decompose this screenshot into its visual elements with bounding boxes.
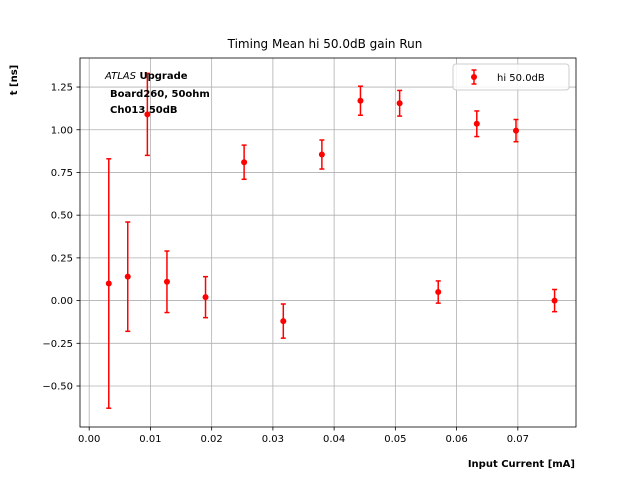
chart-title: Timing Mean hi 50.0dB gain Run [227, 37, 423, 51]
data-point [241, 144, 248, 181]
x-tick-label: 0.05 [384, 434, 406, 445]
annotation: ATLAS Upgrade Board260, 50ohm Ch013 50dB [104, 71, 210, 116]
point-marker [124, 273, 131, 280]
annotation-line-1: ATLAS Upgrade [104, 71, 188, 82]
x-tick-label: 0.03 [262, 434, 284, 445]
x-tick-label: 0.02 [201, 434, 223, 445]
x-tick-label: 0.01 [139, 434, 161, 445]
x-tick-label: 0.07 [507, 434, 529, 445]
data-point [280, 303, 287, 339]
data-point [124, 221, 131, 333]
point-marker [551, 297, 558, 304]
y-tick-label: 0.50 [51, 211, 73, 222]
point-marker [318, 151, 325, 158]
point-marker [512, 127, 519, 134]
data-point [144, 72, 151, 157]
x-axis-label: Input Current [mA] [468, 459, 575, 470]
point-marker [202, 294, 209, 301]
x-tick-label: 0.00 [78, 434, 100, 445]
data-point [163, 250, 170, 314]
data-layer [105, 72, 558, 409]
y-tick-label: 0.00 [51, 296, 73, 307]
x-tick-label: 0.06 [445, 434, 467, 445]
y-axis-label: t [ns] [9, 65, 20, 95]
data-point [105, 158, 112, 409]
legend: hi 50.0dB [452, 63, 570, 91]
data-point [473, 110, 480, 138]
data-point [202, 275, 209, 319]
data-point [357, 85, 364, 116]
legend-label: hi 50.0dB [497, 73, 545, 84]
point-marker [144, 111, 151, 118]
y-tick-label: 0.75 [51, 168, 73, 179]
data-point [318, 139, 325, 170]
plot-frame [79, 57, 577, 428]
x-tick-label: 0.04 [323, 434, 345, 445]
legend-box [452, 63, 570, 91]
point-marker [105, 280, 112, 287]
point-marker [473, 120, 480, 127]
annotation-line-3: Ch013 50dB [110, 105, 178, 116]
point-marker [396, 100, 403, 107]
y-tick-label: −0.25 [42, 339, 73, 350]
point-marker [163, 278, 170, 285]
y-tick-label: 0.25 [51, 253, 73, 264]
data-point [396, 89, 403, 117]
y-tick-label: 1.25 [51, 83, 73, 94]
annotation-line-2: Board260, 50ohm [110, 89, 210, 100]
point-marker [241, 159, 248, 166]
data-point [512, 118, 519, 143]
point-marker [280, 318, 287, 325]
y-tick-label: 1.00 [51, 125, 73, 136]
annotation-upgrade: Upgrade [136, 71, 188, 82]
point-marker [357, 97, 364, 104]
atlas-label: ATLAS [104, 71, 137, 82]
y-tick-label: −0.50 [42, 382, 73, 393]
axis-ticks: 0.00 0.01 0.02 0.03 0.04 0.05 0.06 0.07 −0.50 −0.… [42, 83, 529, 445]
data-point [551, 288, 558, 313]
legend-marker [471, 74, 477, 80]
data-point [435, 280, 442, 304]
point-marker [435, 289, 442, 296]
